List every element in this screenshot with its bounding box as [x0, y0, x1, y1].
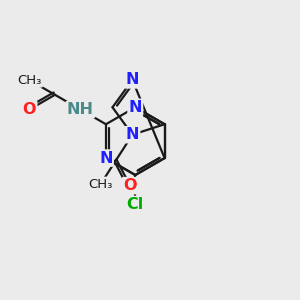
Text: O: O	[23, 102, 36, 117]
Text: NH: NH	[67, 102, 94, 117]
Text: Cl: Cl	[127, 197, 144, 212]
Text: N: N	[126, 72, 139, 87]
Text: CH₃: CH₃	[88, 178, 113, 191]
Text: N: N	[126, 127, 139, 142]
Text: CH₃: CH₃	[17, 74, 42, 87]
Text: O: O	[123, 178, 137, 193]
Text: N: N	[99, 151, 113, 166]
Text: N: N	[128, 100, 142, 115]
